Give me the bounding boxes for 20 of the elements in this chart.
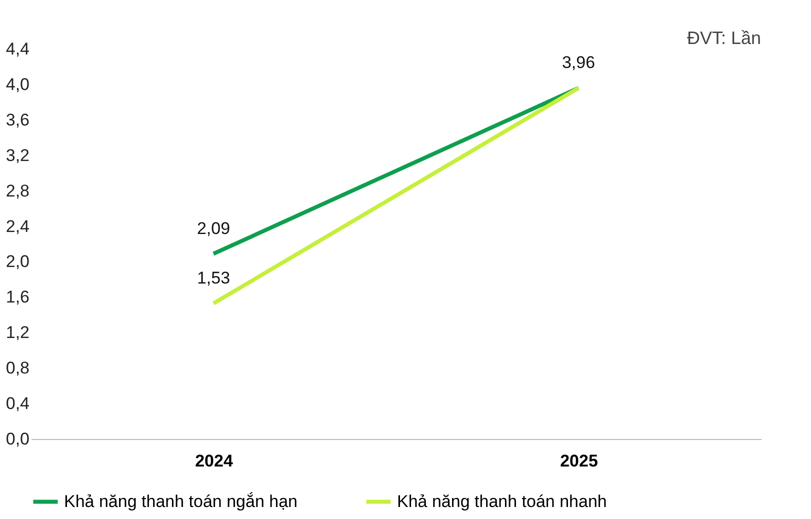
y-tick-label: 3,6 — [6, 110, 30, 130]
y-tick-label: 0,4 — [6, 394, 30, 414]
legend-label: Khả năng thanh toán nhanh — [397, 492, 607, 511]
y-tick-label: 1,2 — [6, 323, 30, 342]
y-tick-label: 0,0 — [6, 430, 30, 448]
y-tick-label: 0,8 — [6, 358, 30, 378]
y-tick-label: 3,2 — [6, 146, 30, 165]
x-tick-label: 2024 — [195, 452, 234, 470]
data-label: 1,53 — [196, 268, 230, 288]
y-tick-label: 2,8 — [6, 181, 30, 200]
y-tick-label: 2,4 — [6, 216, 30, 236]
data-label: 2,09 — [196, 218, 230, 238]
y-tick-label: 4,4 — [6, 40, 30, 58]
text: ĐVT: Lần — [686, 28, 761, 48]
y-tick-label: 4,0 — [6, 74, 30, 94]
data-label: 3,96 — [562, 53, 596, 72]
legend-label: Khả năng thanh toán ngắn hạn — [64, 492, 298, 511]
y-tick-label: 1,6 — [6, 288, 30, 307]
x-tick-label: 2025 — [560, 452, 598, 470]
y-tick-label: 2,0 — [6, 252, 30, 272]
